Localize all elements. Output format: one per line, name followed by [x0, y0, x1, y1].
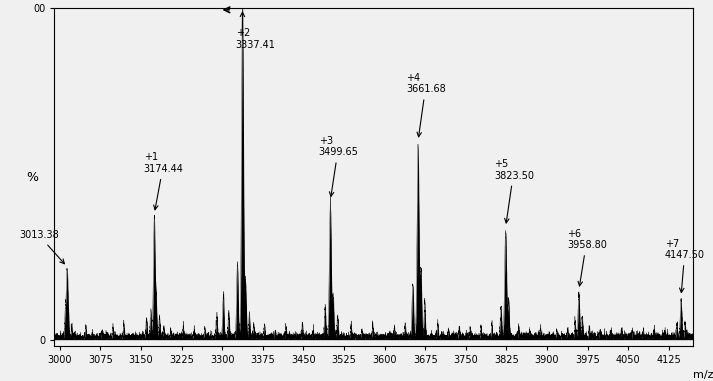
Text: +2
3337.41: +2 3337.41 — [236, 28, 276, 50]
Text: 3013.38: 3013.38 — [19, 230, 64, 264]
Text: +4
3661.68: +4 3661.68 — [406, 73, 446, 137]
Text: +7
4147.50: +7 4147.50 — [665, 239, 705, 293]
X-axis label: m/z: m/z — [692, 370, 713, 380]
Text: +3
3499.65: +3 3499.65 — [319, 136, 359, 197]
Text: +1
3174.44: +1 3174.44 — [144, 152, 184, 210]
Text: +5
3823.50: +5 3823.50 — [494, 159, 534, 223]
Text: +6
3958.80: +6 3958.80 — [567, 229, 607, 286]
Y-axis label: %: % — [26, 171, 38, 184]
